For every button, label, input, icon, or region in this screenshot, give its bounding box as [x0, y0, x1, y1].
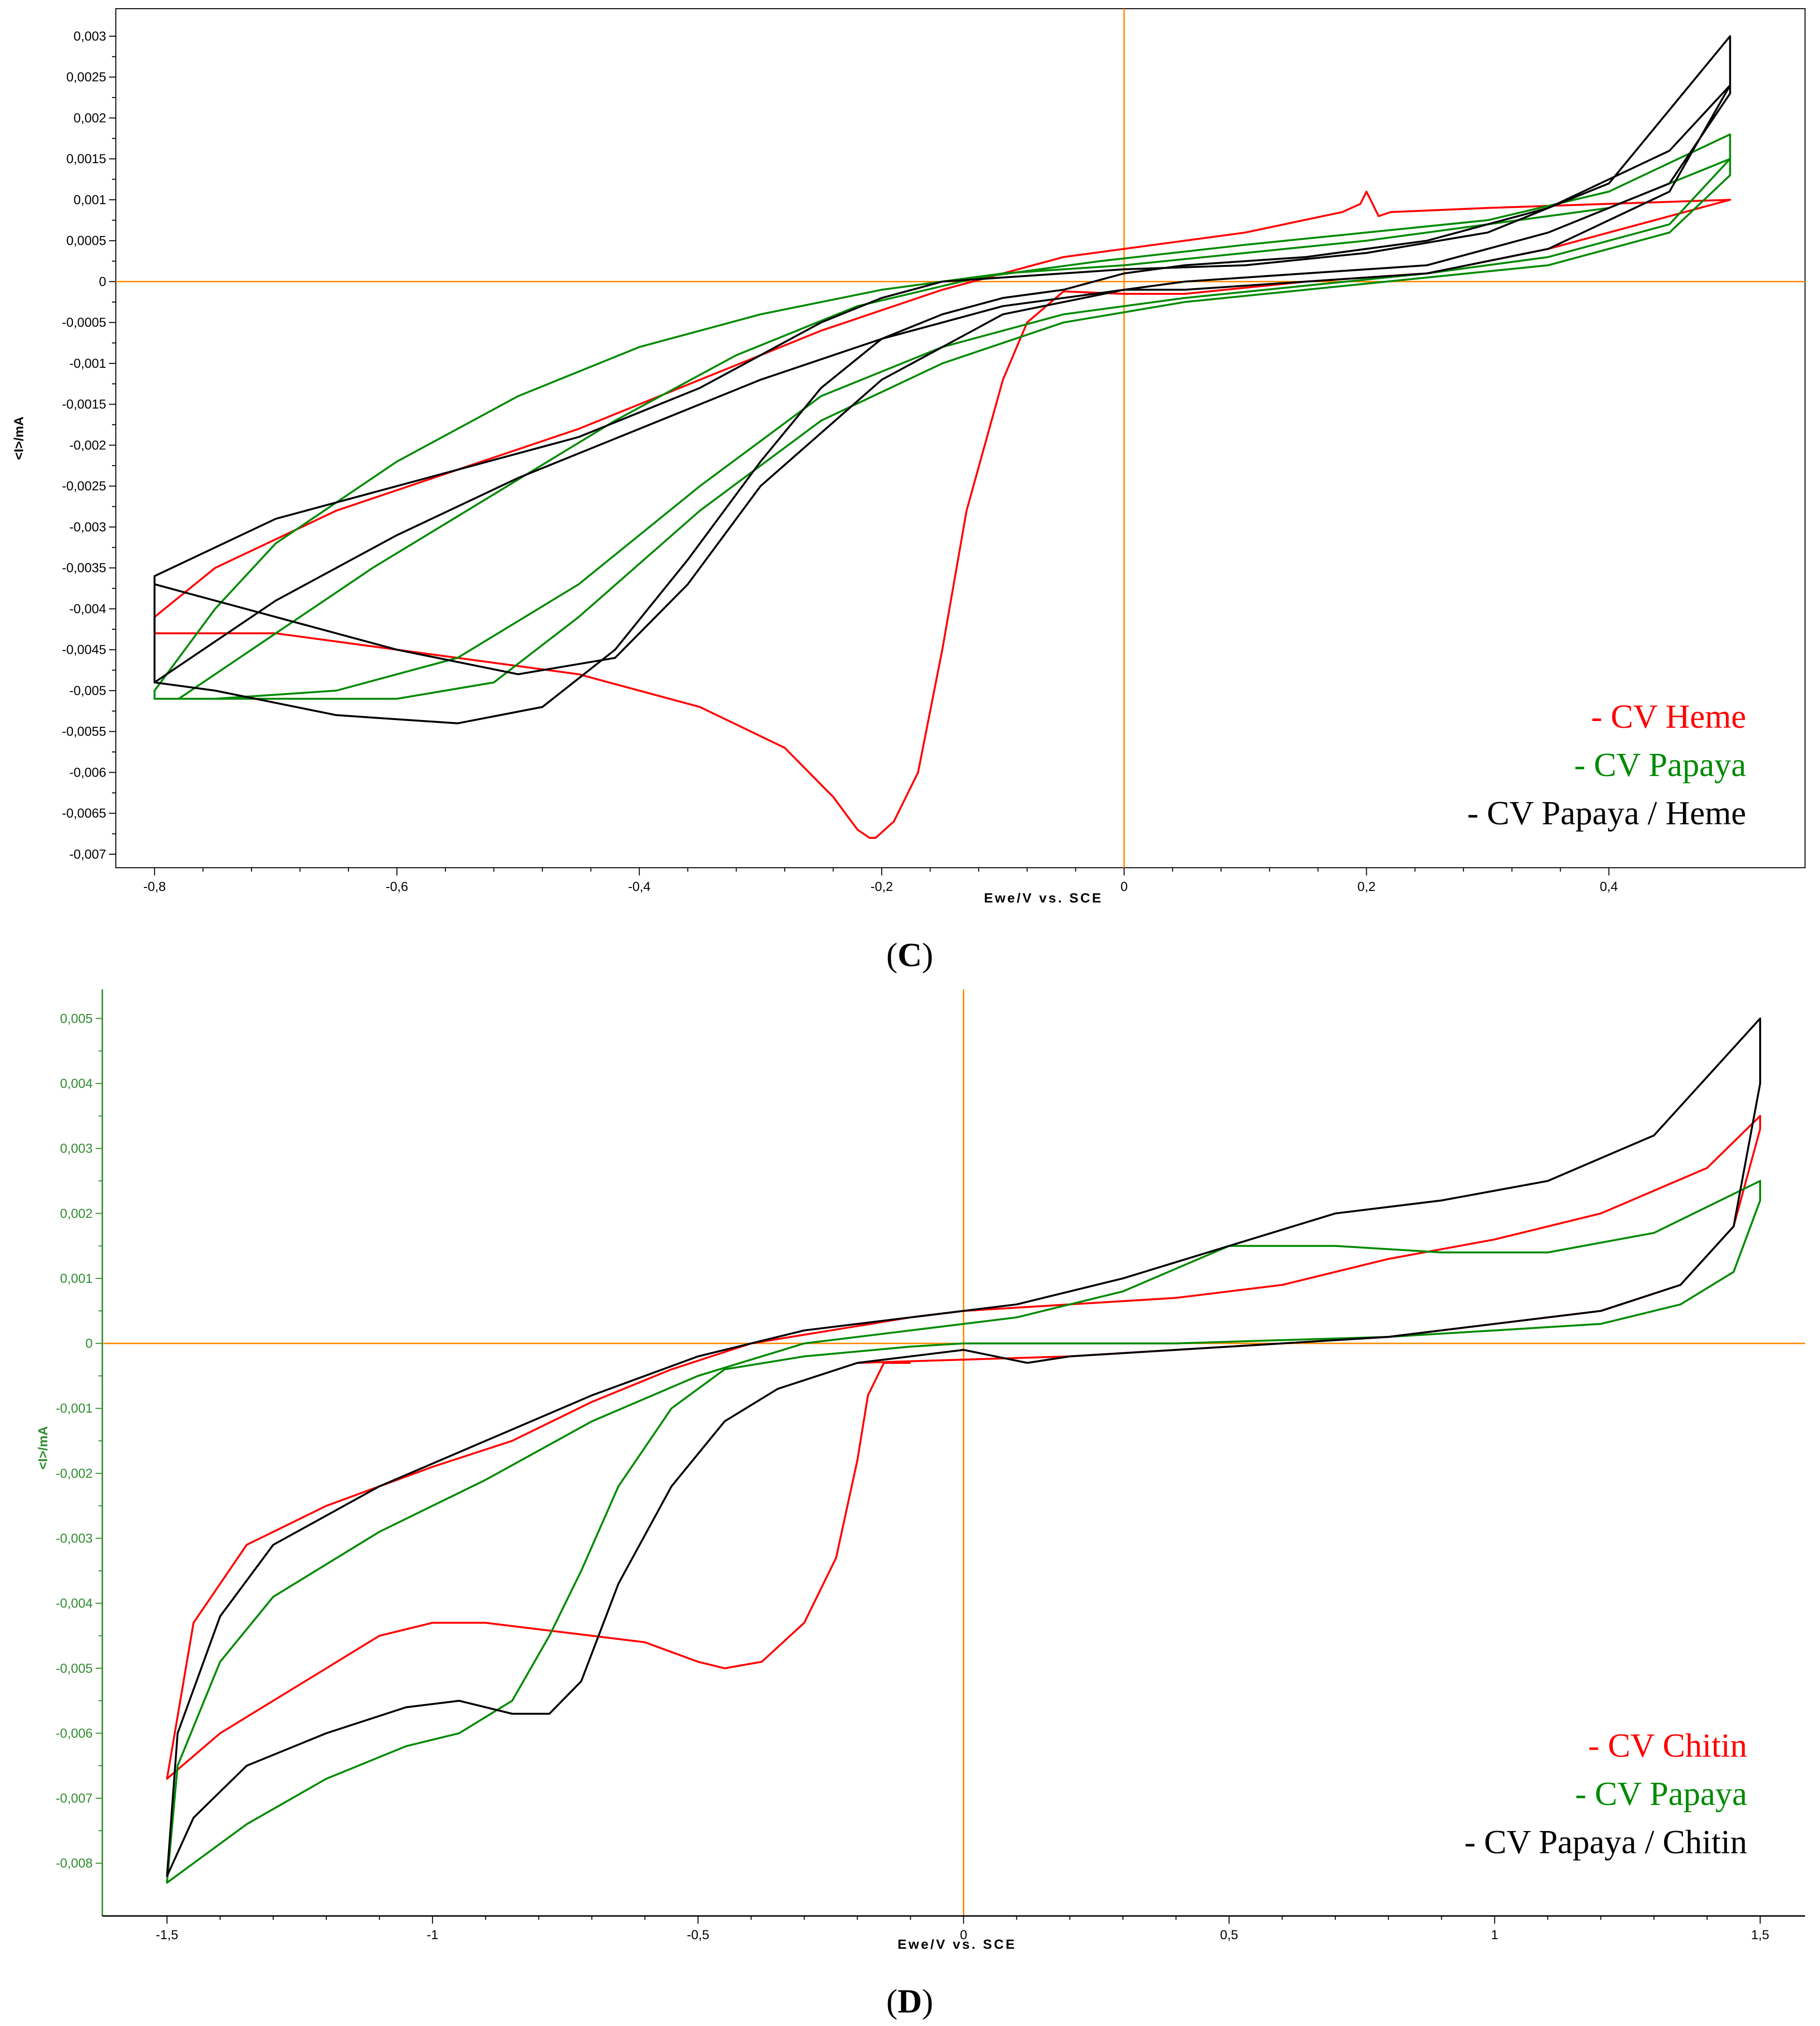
- y-tick-label: 0,003: [60, 1141, 93, 1156]
- x-tick-label: -1: [427, 1928, 438, 1942]
- x-tick-label: -0,4: [628, 879, 651, 894]
- y-tick-label: 0,005: [60, 1011, 93, 1026]
- legend-c-papaya: - CV Papaya: [1574, 747, 1746, 784]
- y-tick-label: -0,0025: [62, 479, 106, 493]
- panel-c-label: C: [898, 937, 922, 974]
- x-tick-label: 0: [960, 1928, 967, 1942]
- x-tick-label: -1,5: [156, 1928, 179, 1942]
- x-tick-label: -0,2: [871, 879, 893, 894]
- y-tick-label: -0,0065: [62, 806, 106, 820]
- panel-d-frame: [103, 989, 1805, 1916]
- x-tick-label: 1,5: [1751, 1928, 1769, 1942]
- x-tick-label: 0,5: [1220, 1928, 1238, 1942]
- y-tick-label: -0,002: [69, 438, 106, 452]
- y-tick-label: 0,001: [60, 1271, 93, 1286]
- y-tick-label: -0,0035: [62, 561, 106, 575]
- y-tick-label: -0,001: [69, 356, 106, 371]
- y-tick-label: -0,005: [69, 683, 106, 698]
- x-tick-label: 0,4: [1600, 879, 1618, 894]
- y-tick-label: 0,0005: [66, 234, 106, 248]
- y-tick-label: -0,002: [56, 1466, 93, 1481]
- y-tick-label: 0,001: [73, 193, 106, 207]
- y-tick-label: -0,005: [56, 1661, 93, 1676]
- y-tick-label: -0,0055: [62, 724, 106, 739]
- series-line-green: [166, 1180, 1761, 1884]
- panel-d-xlabel: Ewe/V vs. SCE: [898, 1937, 1017, 1952]
- y-tick-label: -0,004: [56, 1596, 93, 1610]
- y-tick-label: -0,008: [56, 1856, 93, 1871]
- panel-c-caption: (C): [886, 937, 933, 974]
- legend-c-heme: - CV Heme: [1591, 698, 1746, 735]
- y-tick-label: 0,002: [60, 1206, 93, 1221]
- y-tick-label: 0,003: [73, 29, 106, 43]
- y-tick-label: -0,0005: [62, 315, 106, 330]
- y-tick-label: 0,002: [73, 111, 106, 125]
- y-tick-label: -0,006: [56, 1726, 93, 1740]
- x-tick-label: 1: [1491, 1928, 1498, 1942]
- series-line-red: [153, 191, 1731, 839]
- y-tick-label: -0,007: [56, 1791, 93, 1805]
- panel-d-chart: 0,005 0,004 0,003 0,002 0,001 0 -0,001 -0,002 -0…: [36, 989, 1805, 1952]
- y-tick-label: -0,0045: [62, 642, 106, 657]
- y-tick-label: 0,004: [60, 1076, 93, 1091]
- panel-c-xlabel: Ewe/V vs. SCE: [984, 890, 1103, 905]
- y-tick-label: -0,006: [69, 765, 106, 779]
- legend-d-papaya-chitin: - CV Papaya / Chitin: [1464, 1824, 1747, 1861]
- x-tick-label: -0,8: [143, 879, 166, 894]
- legend-d-chitin: - CV Chitin: [1588, 1727, 1747, 1764]
- panel-d-label: D: [898, 1983, 922, 2020]
- y-tick-label: 0,0015: [66, 152, 106, 166]
- panel-d-ylabel: <I>/mA: [36, 1426, 50, 1470]
- y-tick-label: -0,003: [69, 520, 106, 534]
- x-tick-label: 0: [1121, 879, 1128, 894]
- x-tick-label: 0,2: [1358, 879, 1376, 894]
- legend-d-papaya: - CV Papaya: [1575, 1776, 1747, 1813]
- legend-c-papaya-heme: - CV Papaya / Heme: [1467, 795, 1746, 832]
- series-line-black: [153, 35, 1731, 724]
- y-tick-label: 0: [99, 274, 106, 289]
- y-tick-label: 0,0025: [66, 70, 106, 84]
- x-tick-label: -0,5: [687, 1928, 709, 1942]
- x-tick-label: -0,6: [386, 879, 408, 894]
- y-tick-label: -0,004: [69, 601, 106, 616]
- y-tick-label: 0: [85, 1336, 93, 1351]
- panel-c-ylabel: <I>/mA: [12, 416, 26, 460]
- y-tick-label: -0,001: [56, 1401, 93, 1415]
- y-tick-label: -0,003: [56, 1531, 93, 1545]
- y-tick-label: -0,0015: [62, 397, 106, 412]
- y-tick-label: -0,007: [69, 847, 106, 861]
- panel-c-frame: [115, 8, 1806, 868]
- panel-d-caption: (D): [886, 1983, 933, 2020]
- series-line-green: [153, 133, 1731, 700]
- series-line-black: [166, 1017, 1761, 1877]
- panel-c-chart: 0,003 0,0025 0,002 0,0015 0,001 0,0005 0 -0,000…: [12, 8, 1806, 905]
